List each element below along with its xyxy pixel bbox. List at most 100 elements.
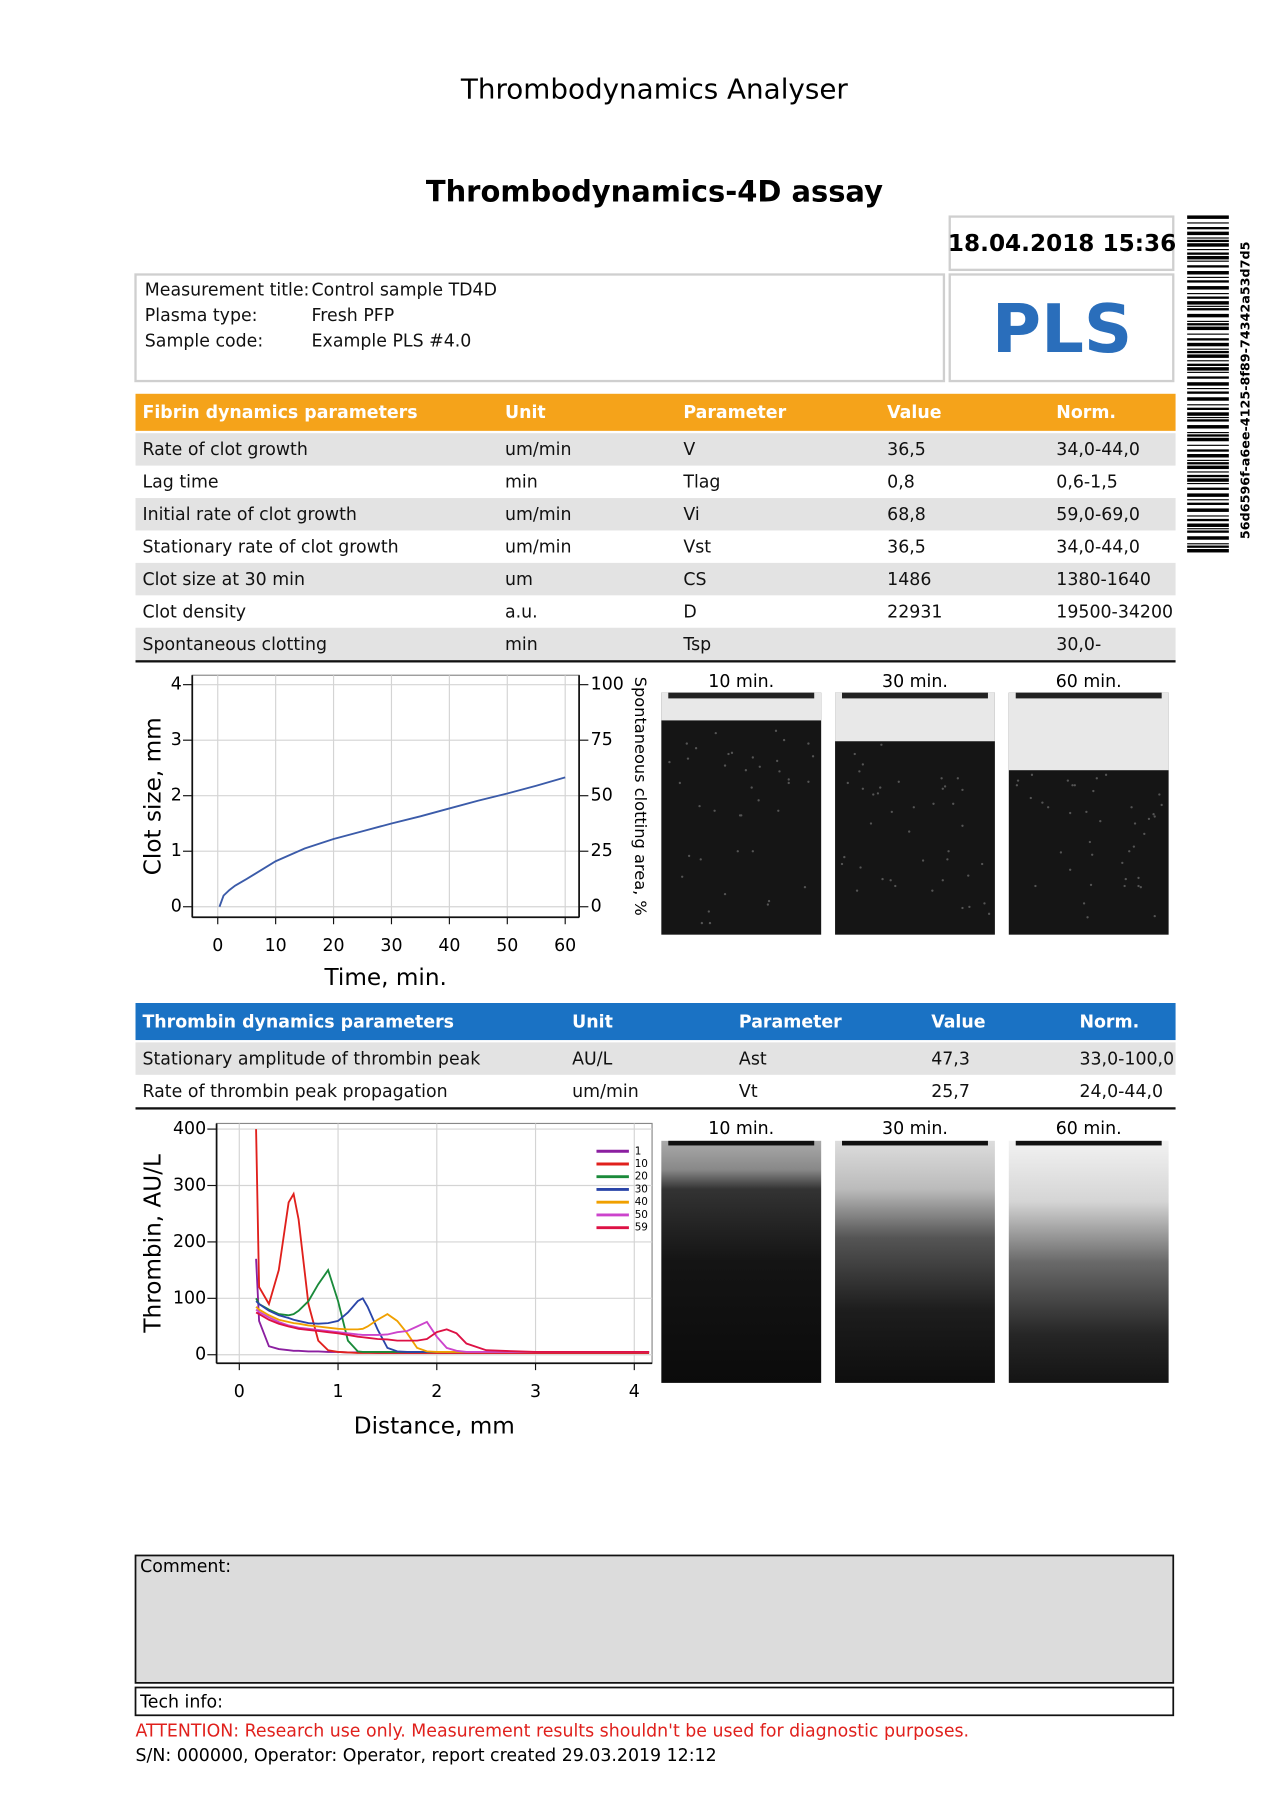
image-speck	[1041, 801, 1044, 804]
barcode-bar	[1187, 276, 1229, 278]
barcode-bar	[1187, 518, 1229, 522]
image-label: 30 min.	[882, 672, 948, 692]
image-speck	[727, 752, 730, 756]
image-speck	[766, 903, 770, 906]
image-speck	[1086, 916, 1089, 919]
barcode-bar	[1187, 354, 1229, 358]
barcode-bar	[1187, 432, 1229, 434]
image-speck	[1015, 784, 1019, 787]
image-speck	[869, 822, 873, 825]
x-tick-label: 0	[212, 936, 223, 956]
image-speck	[1066, 779, 1070, 782]
image-speck	[807, 780, 810, 783]
table-cell: a.u.	[504, 601, 538, 622]
y2-tick-label: 50	[591, 786, 613, 806]
image-speck	[1153, 914, 1156, 918]
barcode-bar	[1187, 454, 1229, 458]
plasma-badge: PLS	[992, 290, 1132, 368]
image-speck	[1104, 773, 1108, 776]
barcode-bar	[1187, 280, 1229, 283]
image-speck	[943, 785, 947, 788]
clot-band	[835, 692, 995, 742]
table-row-bg	[135, 498, 1176, 531]
barcode-bar	[1187, 350, 1229, 354]
table-cell: Tsp	[683, 633, 712, 655]
image-speck	[1047, 806, 1050, 809]
barcode-bar	[1187, 543, 1229, 545]
x-tick-label: 60	[554, 936, 576, 956]
barcode-bar	[1187, 419, 1229, 422]
y2-axis-label: Spontaneous clotting area, %	[631, 677, 650, 916]
table-cell: Initial rate of clot growth	[142, 503, 357, 525]
image-speck	[1085, 810, 1088, 814]
image-speck	[723, 764, 727, 767]
table-rule	[135, 1107, 1176, 1110]
image-speck	[811, 755, 815, 758]
image-edge	[668, 692, 815, 699]
table-cell: Rate of thrombin peak propagation	[142, 1080, 448, 1102]
report-footer: S/N: 000000, Operator: Operator, report …	[136, 1746, 717, 1766]
table-cell: 30,0-	[1056, 633, 1102, 655]
image-speck	[714, 731, 717, 735]
image-speck	[980, 862, 984, 866]
y-tick-label: 0	[171, 897, 182, 917]
image-speck	[1128, 850, 1131, 853]
barcode-bar	[1187, 252, 1229, 255]
barcode-bar	[1187, 237, 1229, 239]
barcode-bar	[1187, 286, 1229, 290]
table-cell: 0,8	[887, 471, 915, 493]
y-tick-label: 4	[171, 675, 182, 695]
image-speck	[983, 902, 986, 905]
barcode-bar	[1187, 382, 1229, 386]
tech-info-box	[134, 1686, 1175, 1717]
image-speck	[807, 742, 810, 745]
barcode-bar	[1187, 449, 1229, 452]
barcode-bar	[1187, 425, 1229, 429]
table-cell: 22931	[887, 601, 943, 622]
barcode-bar	[1187, 360, 1229, 362]
table-cell: Clot density	[142, 601, 247, 622]
image-speck	[881, 877, 884, 881]
image-speck	[751, 850, 754, 853]
barcode-bar	[1187, 348, 1229, 350]
image-speck	[1137, 876, 1140, 880]
table-cell: um/min	[504, 503, 572, 525]
image-speck	[787, 781, 790, 785]
image-speck	[1130, 806, 1133, 809]
x-axis-label: Distance, mm	[354, 1413, 515, 1439]
y2-tick-label: 100	[591, 675, 624, 695]
barcode-bar	[1187, 387, 1229, 390]
table-cell: 0,6-1,5	[1056, 471, 1118, 493]
image-edge	[1015, 692, 1162, 699]
barcode-bar	[1187, 482, 1229, 485]
image-speck	[946, 858, 949, 861]
table-cell: Spontaneous clotting	[142, 633, 328, 655]
barcode-bar	[1187, 515, 1229, 517]
table-cell: 34,0-44,0	[1056, 438, 1140, 460]
image-speck	[1071, 784, 1074, 787]
table-header-bg	[135, 393, 1176, 431]
image-label: 30 min.	[882, 1119, 948, 1139]
barcode-bar	[1187, 342, 1229, 347]
barcode-bar	[1187, 508, 1229, 512]
table-cell: 36,5	[887, 438, 926, 460]
image-speck	[782, 738, 786, 742]
barcode-bar	[1187, 320, 1229, 322]
app-title: Thrombodynamics Analyser	[460, 72, 849, 105]
x-tick-label: 4	[629, 1382, 640, 1402]
table-cell: 19500-34200	[1056, 601, 1174, 622]
image-speck	[908, 830, 911, 833]
table-cell: min	[504, 471, 538, 493]
image-speck	[694, 747, 698, 750]
image-speck	[1143, 832, 1146, 836]
table-rule	[135, 660, 1176, 663]
image-speck	[1089, 883, 1093, 887]
table-cell: 59,0-69,0	[1056, 503, 1140, 525]
table-header: Unit	[572, 1011, 613, 1032]
table-cell: 36,5	[887, 536, 926, 558]
image-speck	[1152, 813, 1155, 816]
table-header: Fibrin dynamics parameters	[142, 401, 418, 423]
image-speck	[685, 742, 688, 745]
table-cell: Vi	[683, 503, 700, 525]
